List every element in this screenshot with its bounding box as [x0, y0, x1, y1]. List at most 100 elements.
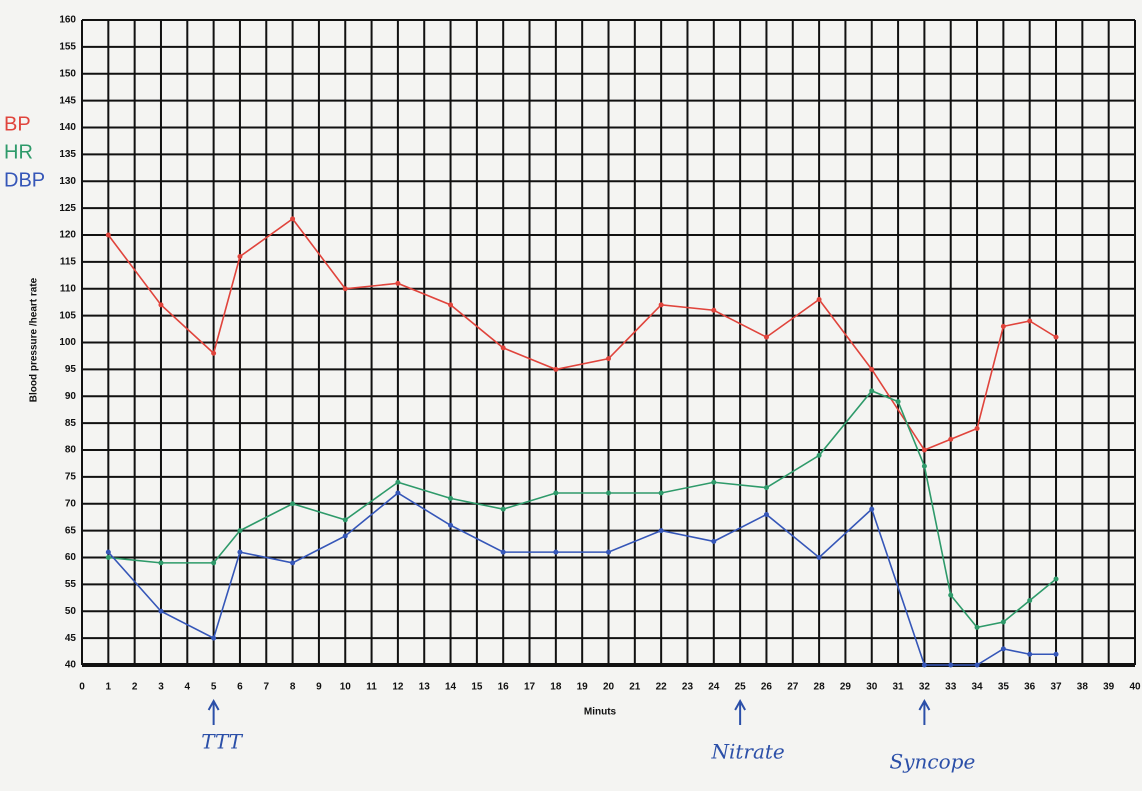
- y-tick-label: 90: [65, 391, 77, 402]
- data-point: [1054, 652, 1059, 657]
- data-point: [395, 480, 400, 485]
- data-point: [106, 555, 111, 560]
- data-point: [922, 663, 927, 668]
- y-tick-label: 145: [59, 95, 76, 106]
- x-tick-label: 9: [316, 682, 322, 693]
- x-tick-label: 27: [787, 682, 799, 693]
- data-point: [448, 302, 453, 307]
- data-point: [106, 550, 111, 555]
- x-tick-label: 37: [1050, 682, 1062, 693]
- data-point: [553, 367, 558, 372]
- y-tick-label: 115: [60, 257, 77, 268]
- legend-entry: DBP: [4, 169, 45, 191]
- x-tick-label: 16: [498, 682, 510, 693]
- y-tick-label: 70: [65, 498, 77, 509]
- x-tick-label: 38: [1077, 682, 1089, 693]
- data-point: [211, 636, 216, 641]
- data-point: [395, 491, 400, 496]
- data-point: [1027, 598, 1032, 603]
- data-point: [1027, 319, 1032, 324]
- y-tick-label: 60: [65, 552, 77, 563]
- x-tick-label: 0: [79, 682, 85, 693]
- x-tick-label: 31: [893, 682, 905, 693]
- y-tick-label: 85: [65, 418, 77, 429]
- annotation: Nitrate: [710, 740, 784, 764]
- x-tick-label: 20: [603, 682, 615, 693]
- data-point: [975, 426, 980, 431]
- data-point: [158, 560, 163, 565]
- y-tick-label: 150: [59, 68, 76, 79]
- x-tick-label: 29: [840, 682, 852, 693]
- data-point: [290, 560, 295, 565]
- data-point: [343, 286, 348, 291]
- y-tick-label: 140: [59, 122, 76, 133]
- data-point: [1001, 620, 1006, 625]
- data-point: [606, 356, 611, 361]
- data-point: [237, 550, 242, 555]
- data-point: [606, 491, 611, 496]
- data-point: [1001, 646, 1006, 651]
- y-tick-label: 110: [60, 283, 77, 294]
- legend-entry: BP: [4, 113, 31, 135]
- data-point: [606, 550, 611, 555]
- data-point: [343, 534, 348, 539]
- y-tick-label: 40: [65, 660, 77, 671]
- x-tick-label: 1: [106, 682, 112, 693]
- data-point: [211, 351, 216, 356]
- annotation: TTT: [201, 730, 243, 754]
- x-axis-label: Minuts: [584, 707, 617, 718]
- data-point: [922, 448, 927, 453]
- y-tick-label: 130: [59, 176, 76, 187]
- y-tick-label: 135: [59, 149, 76, 160]
- y-tick-label: 45: [65, 633, 77, 644]
- data-point: [211, 560, 216, 565]
- x-tick-label: 10: [340, 682, 352, 693]
- data-point: [817, 555, 822, 560]
- x-tick-label: 14: [445, 682, 457, 693]
- data-point: [395, 281, 400, 286]
- data-point: [1001, 324, 1006, 329]
- data-point: [948, 663, 953, 668]
- x-tick-label: 18: [550, 682, 562, 693]
- x-tick-label: 30: [866, 682, 878, 693]
- x-tick-label: 13: [419, 682, 431, 693]
- y-tick-label: 160: [59, 15, 76, 26]
- x-tick-label: 22: [656, 682, 668, 693]
- data-point: [553, 550, 558, 555]
- x-tick-label: 40: [1129, 682, 1141, 693]
- x-tick-label: 39: [1103, 682, 1115, 693]
- x-tick-label: 17: [524, 682, 536, 693]
- data-point: [711, 308, 716, 313]
- data-point: [501, 507, 506, 512]
- x-tick-label: 15: [471, 682, 483, 693]
- y-tick-label: 120: [59, 230, 76, 241]
- x-tick-label: 25: [735, 682, 747, 693]
- data-point: [817, 297, 822, 302]
- data-point: [764, 512, 769, 517]
- data-point: [106, 233, 111, 238]
- data-point: [869, 367, 874, 372]
- x-tick-label: 34: [971, 682, 983, 693]
- data-point: [448, 523, 453, 528]
- data-point: [975, 663, 980, 668]
- data-point: [290, 501, 295, 506]
- x-tick-label: 7: [263, 682, 269, 693]
- y-tick-label: 155: [59, 42, 76, 53]
- data-point: [869, 507, 874, 512]
- data-point: [659, 491, 664, 496]
- data-point: [448, 496, 453, 501]
- x-tick-label: 21: [629, 682, 641, 693]
- y-tick-label: 100: [59, 337, 76, 348]
- x-tick-label: 3: [158, 682, 164, 693]
- y-axis-label: Blood pressure /heart rate: [29, 277, 40, 402]
- y-tick-label: 55: [65, 579, 77, 590]
- data-point: [158, 609, 163, 614]
- data-point: [922, 464, 927, 469]
- data-point: [869, 388, 874, 393]
- y-tick-label: 95: [65, 364, 77, 375]
- x-tick-label: 26: [761, 682, 773, 693]
- data-point: [237, 254, 242, 259]
- data-point: [817, 453, 822, 458]
- x-tick-label: 5: [211, 682, 217, 693]
- x-tick-label: 33: [945, 682, 957, 693]
